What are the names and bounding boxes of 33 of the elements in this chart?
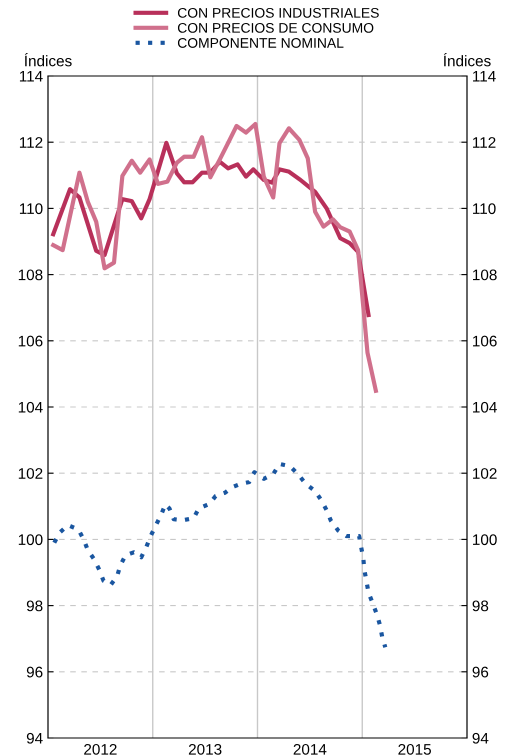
y2-tick-label: 94 bbox=[472, 732, 488, 744]
y2-tick-label: 106 bbox=[473, 336, 497, 346]
x-tick-label: 2014 bbox=[294, 744, 326, 755]
y2-tick-label: 108 bbox=[473, 269, 497, 280]
x-tick-label: 2012 bbox=[84, 744, 117, 755]
legend-label: COMPONENTE NOMINAL bbox=[178, 38, 344, 48]
y-tick-label: 112 bbox=[20, 137, 42, 148]
y2-tick-label: 104 bbox=[473, 402, 497, 413]
y-axis-title: Índices bbox=[24, 52, 72, 66]
y2-tick-label: 102 bbox=[473, 468, 497, 479]
y-tick-label: 108 bbox=[18, 269, 42, 280]
x-tick-label: 2013 bbox=[188, 744, 222, 755]
y-tick-label: 96 bbox=[26, 666, 42, 678]
legend-label: CON PRECIOS DE CONSUMO bbox=[178, 22, 374, 33]
line-series bbox=[52, 462, 388, 650]
y2-tick-label: 114 bbox=[473, 71, 496, 82]
y-tick-label: 114 bbox=[20, 71, 43, 82]
legend-label: CON PRECIOS INDUSTRIALES bbox=[178, 8, 379, 18]
y2-axis-title: Índices bbox=[444, 52, 491, 66]
y2-tick-label: 96 bbox=[472, 666, 488, 678]
y-tick-label: 94 bbox=[26, 732, 43, 744]
y2-tick-label: 100 bbox=[473, 534, 497, 546]
x-tick-label: 2015 bbox=[398, 744, 431, 755]
y-tick-label: 104 bbox=[18, 402, 43, 413]
line-series bbox=[51, 122, 378, 393]
y-tick-label: 110 bbox=[20, 203, 43, 214]
y-tick-label: 106 bbox=[18, 336, 42, 346]
y-tick-label: 102 bbox=[18, 468, 42, 479]
y-tick-label: 98 bbox=[26, 600, 42, 612]
y-tick-label: 100 bbox=[18, 534, 43, 546]
y2-tick-label: 112 bbox=[473, 137, 496, 148]
y2-tick-label: 98 bbox=[472, 600, 488, 612]
y2-tick-label: 110 bbox=[473, 203, 496, 214]
